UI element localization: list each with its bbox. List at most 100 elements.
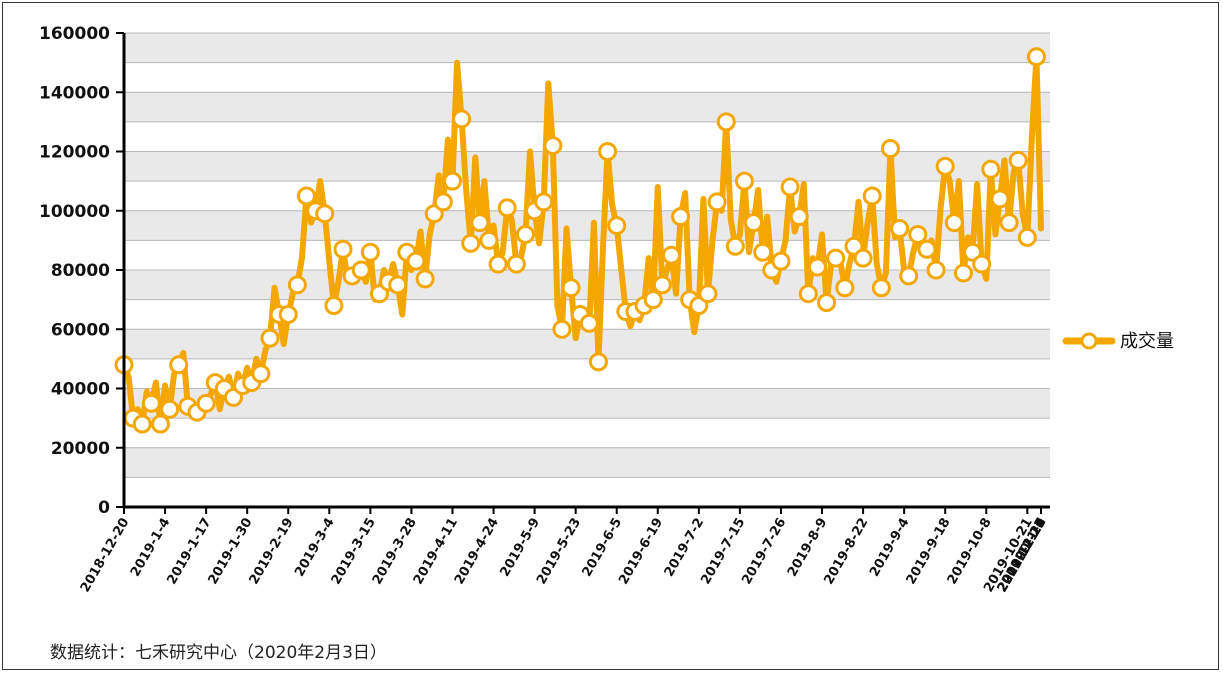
legend-swatch-marker — [1080, 332, 1098, 350]
data-point-marker — [561, 278, 581, 298]
data-point-marker — [497, 198, 517, 218]
data-point-marker — [899, 266, 919, 286]
x-tick-label: 2019-6-19 — [616, 516, 666, 588]
y-axis-ticks: 0 20000 40000 60000 80000 100000 120000 140000 1… — [39, 24, 124, 518]
data-point-marker — [360, 242, 380, 262]
data-point-marker — [287, 275, 307, 295]
data-point-marker — [826, 248, 846, 268]
data-point-marker — [406, 251, 426, 271]
x-axis-ticks: 2018-12-202019-1-42019-1-172019-1-302019… — [78, 507, 1049, 595]
data-point-marker — [1008, 150, 1028, 170]
data-point-marker — [488, 254, 508, 274]
data-point-marker — [771, 251, 791, 271]
data-point-marker — [506, 254, 526, 274]
data-point-marker — [588, 352, 608, 372]
data-point-marker — [661, 245, 681, 265]
data-point-marker — [999, 213, 1019, 233]
data-point-marker — [972, 254, 992, 274]
x-tick-label: 2019-6-5 — [580, 516, 626, 580]
data-point-marker — [853, 248, 873, 268]
data-point-marker — [990, 189, 1010, 209]
data-point-marker — [160, 399, 180, 419]
data-point-marker — [725, 236, 745, 256]
y-tick-label: 0 — [98, 498, 110, 518]
data-point-marker — [598, 142, 618, 161]
band — [124, 447, 1050, 478]
data-point-marker — [890, 219, 910, 239]
data-point-marker — [141, 393, 161, 413]
data-point-marker — [196, 393, 216, 413]
x-tick-label: 2019-4-24 — [452, 516, 502, 588]
data-point-marker — [251, 364, 271, 384]
x-tick-label: 2019-5-23 — [534, 516, 584, 588]
legend: 成交量 — [1062, 331, 1174, 352]
x-tick-label: 2019-5-9 — [498, 516, 544, 580]
data-point-marker — [607, 216, 627, 236]
data-point-marker — [880, 139, 900, 159]
data-point-marker — [315, 204, 335, 224]
y-tick-label: 80000 — [51, 261, 110, 281]
data-point-marker — [1017, 227, 1037, 247]
background-bands — [124, 33, 1050, 478]
data-point-marker — [150, 414, 170, 434]
data-point-marker — [442, 171, 462, 191]
source-note: 数据统计：七禾研究中心（2020年2月3日） — [50, 643, 387, 663]
band — [124, 388, 1050, 419]
data-point-marker — [698, 284, 718, 304]
y-tick-label: 100000 — [39, 202, 110, 222]
data-point-marker — [908, 224, 928, 244]
data-point-marker — [132, 414, 152, 434]
data-point-marker — [753, 242, 773, 262]
data-point-marker — [734, 171, 754, 191]
x-tick-label: 2019-7-2 — [662, 516, 708, 580]
data-point-marker — [543, 136, 563, 156]
data-point-marker — [388, 275, 408, 295]
data-point-marker — [461, 233, 481, 253]
data-point-marker — [744, 213, 764, 233]
data-point-marker — [552, 319, 572, 339]
y-tick-label: 20000 — [51, 439, 110, 459]
data-point-marker — [643, 290, 663, 310]
series-markers — [114, 47, 1046, 434]
x-tick-label: 2019-2-19 — [247, 516, 297, 588]
band — [124, 33, 1050, 63]
data-point-marker — [944, 213, 964, 233]
data-point-marker — [817, 293, 837, 313]
x-tick-label: 2019-3-4 — [292, 516, 338, 580]
data-point-marker — [296, 186, 316, 206]
data-point-marker — [324, 296, 344, 316]
x-tick-label: 2019-9-4 — [867, 516, 913, 580]
data-point-marker — [652, 275, 672, 295]
data-point-marker — [716, 112, 736, 132]
data-point-marker — [333, 239, 353, 259]
data-point-marker — [917, 239, 937, 259]
data-point-marker — [579, 313, 599, 333]
y-tick-label: 120000 — [39, 143, 110, 163]
data-point-marker — [260, 328, 280, 348]
data-point-marker — [351, 260, 371, 280]
y-tick-label: 40000 — [51, 380, 110, 400]
y-tick-label: 160000 — [39, 24, 110, 44]
data-point-marker — [780, 177, 800, 197]
data-point-marker — [798, 284, 818, 304]
data-point-marker — [871, 278, 891, 298]
data-point-marker — [452, 109, 472, 129]
gridlines — [124, 32, 1050, 478]
x-tick-label: 2019-8-9 — [785, 516, 831, 580]
data-point-marker — [926, 260, 946, 280]
data-point-marker — [981, 159, 1001, 179]
band — [124, 151, 1050, 182]
data-point-marker — [953, 263, 973, 283]
legend-label: 成交量 — [1120, 331, 1174, 352]
data-point-marker — [534, 192, 554, 212]
data-point-marker — [515, 224, 535, 244]
data-point-marker — [278, 304, 298, 324]
data-point-marker — [935, 156, 955, 176]
data-point-marker — [862, 186, 882, 206]
data-point-marker — [433, 192, 453, 212]
data-point-marker — [169, 355, 189, 375]
data-point-marker — [470, 213, 490, 233]
y-tick-label: 60000 — [51, 320, 110, 340]
data-point-marker — [415, 269, 435, 289]
